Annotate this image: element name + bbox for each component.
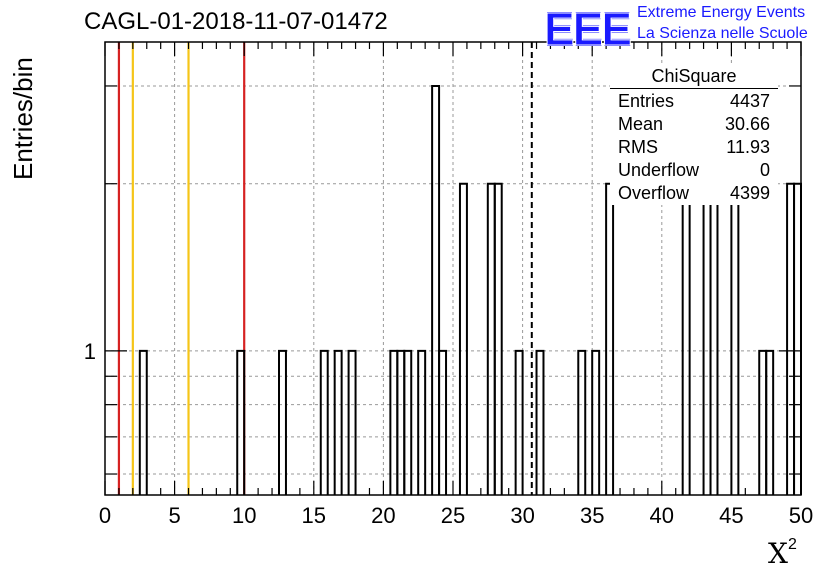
stats-label: RMS xyxy=(618,137,658,157)
stats-label: Overflow xyxy=(618,183,690,203)
y-tick-label: 1 xyxy=(84,339,96,364)
y-axis-label: Entries/bin xyxy=(8,57,38,180)
histogram-bin xyxy=(577,349,587,495)
histogram-bin xyxy=(786,182,796,495)
histogram-bin xyxy=(535,349,545,495)
histogram-bin xyxy=(681,182,691,495)
stats-row-rms: RMS 11.93 xyxy=(610,136,778,159)
stats-box-name: ChiSquare xyxy=(610,66,778,89)
stats-label: Mean xyxy=(618,114,664,134)
histogram-bin xyxy=(347,349,357,495)
histogram-bin xyxy=(591,349,601,495)
histogram-bin xyxy=(236,349,246,495)
x-tick-labels: 0 5 10 15 20 25 30 35 40 45 50 xyxy=(99,503,813,528)
histogram-bin xyxy=(278,349,287,495)
logo-line-1: Extreme Energy Events xyxy=(637,4,806,21)
histogram-bin xyxy=(765,349,775,495)
x-tick-label: 45 xyxy=(719,503,743,528)
grid-lines xyxy=(105,42,801,495)
histogram-bin xyxy=(702,182,712,495)
stats-value: 0 xyxy=(759,160,770,180)
histogram-bin xyxy=(493,182,503,495)
x-tick-label: 15 xyxy=(302,503,326,528)
stats-row-entries: Entries 4437 xyxy=(610,90,778,113)
stats-value: 4437 xyxy=(729,91,770,111)
histogram-bin xyxy=(417,349,427,495)
stats-box: ChiSquare Entries 4437 Mean 30.66 RMS 11.93… xyxy=(610,66,778,205)
x-tick-label: 40 xyxy=(650,503,674,528)
histogram-bin xyxy=(438,349,448,495)
x-tick-label: 50 xyxy=(789,503,813,528)
histogram-bin xyxy=(458,182,468,495)
histogram-bin xyxy=(514,349,524,495)
chart-title: CAGL-01-2018-11-07-01472 xyxy=(84,8,388,35)
stats-row-overflow: Overflow 4399 xyxy=(610,182,778,205)
x-tick-label: 35 xyxy=(580,503,604,528)
stats-value: 30.66 xyxy=(724,114,770,134)
x-axis-label-base: X xyxy=(768,537,788,570)
reference-lines xyxy=(117,42,533,495)
histogram-bin xyxy=(389,349,399,495)
histogram-bin xyxy=(138,349,148,495)
x-tick-label: 10 xyxy=(232,503,256,528)
histogram-bin xyxy=(730,182,740,495)
eee-logo: EEE xyxy=(543,3,632,56)
histogram-bin xyxy=(431,84,441,495)
x-tick-label: 0 xyxy=(99,503,111,528)
stats-value: 11.93 xyxy=(726,137,770,157)
y-tick-labels: 1 xyxy=(84,339,96,364)
x-tick-label: 5 xyxy=(168,503,180,528)
stats-value: 4399 xyxy=(729,183,770,203)
stats-row-mean: Mean 30.66 xyxy=(610,113,778,136)
x-axis-label: X2 xyxy=(768,536,797,570)
axis-ticks xyxy=(104,42,802,495)
histogram-bin xyxy=(758,349,768,495)
histogram-bin xyxy=(319,349,329,495)
histogram-bin xyxy=(709,182,719,495)
stats-label: Underflow xyxy=(618,160,700,180)
x-tick-label: 30 xyxy=(510,503,534,528)
x-tick-label: 25 xyxy=(441,503,465,528)
histogram-bin xyxy=(333,349,343,495)
histogram-bin xyxy=(403,349,413,495)
logo-line-2: La Scienza nelle Scuole xyxy=(637,25,808,42)
histogram-bin xyxy=(396,349,406,495)
histogram-bin xyxy=(486,182,496,495)
histogram-bin xyxy=(793,182,802,495)
stats-row-underflow: Underflow 0 xyxy=(610,159,778,182)
stats-label: Entries xyxy=(618,91,675,111)
histogram-bin xyxy=(605,182,615,495)
x-tick-label: 20 xyxy=(371,503,395,528)
x-axis-label-exponent: 2 xyxy=(787,536,797,553)
